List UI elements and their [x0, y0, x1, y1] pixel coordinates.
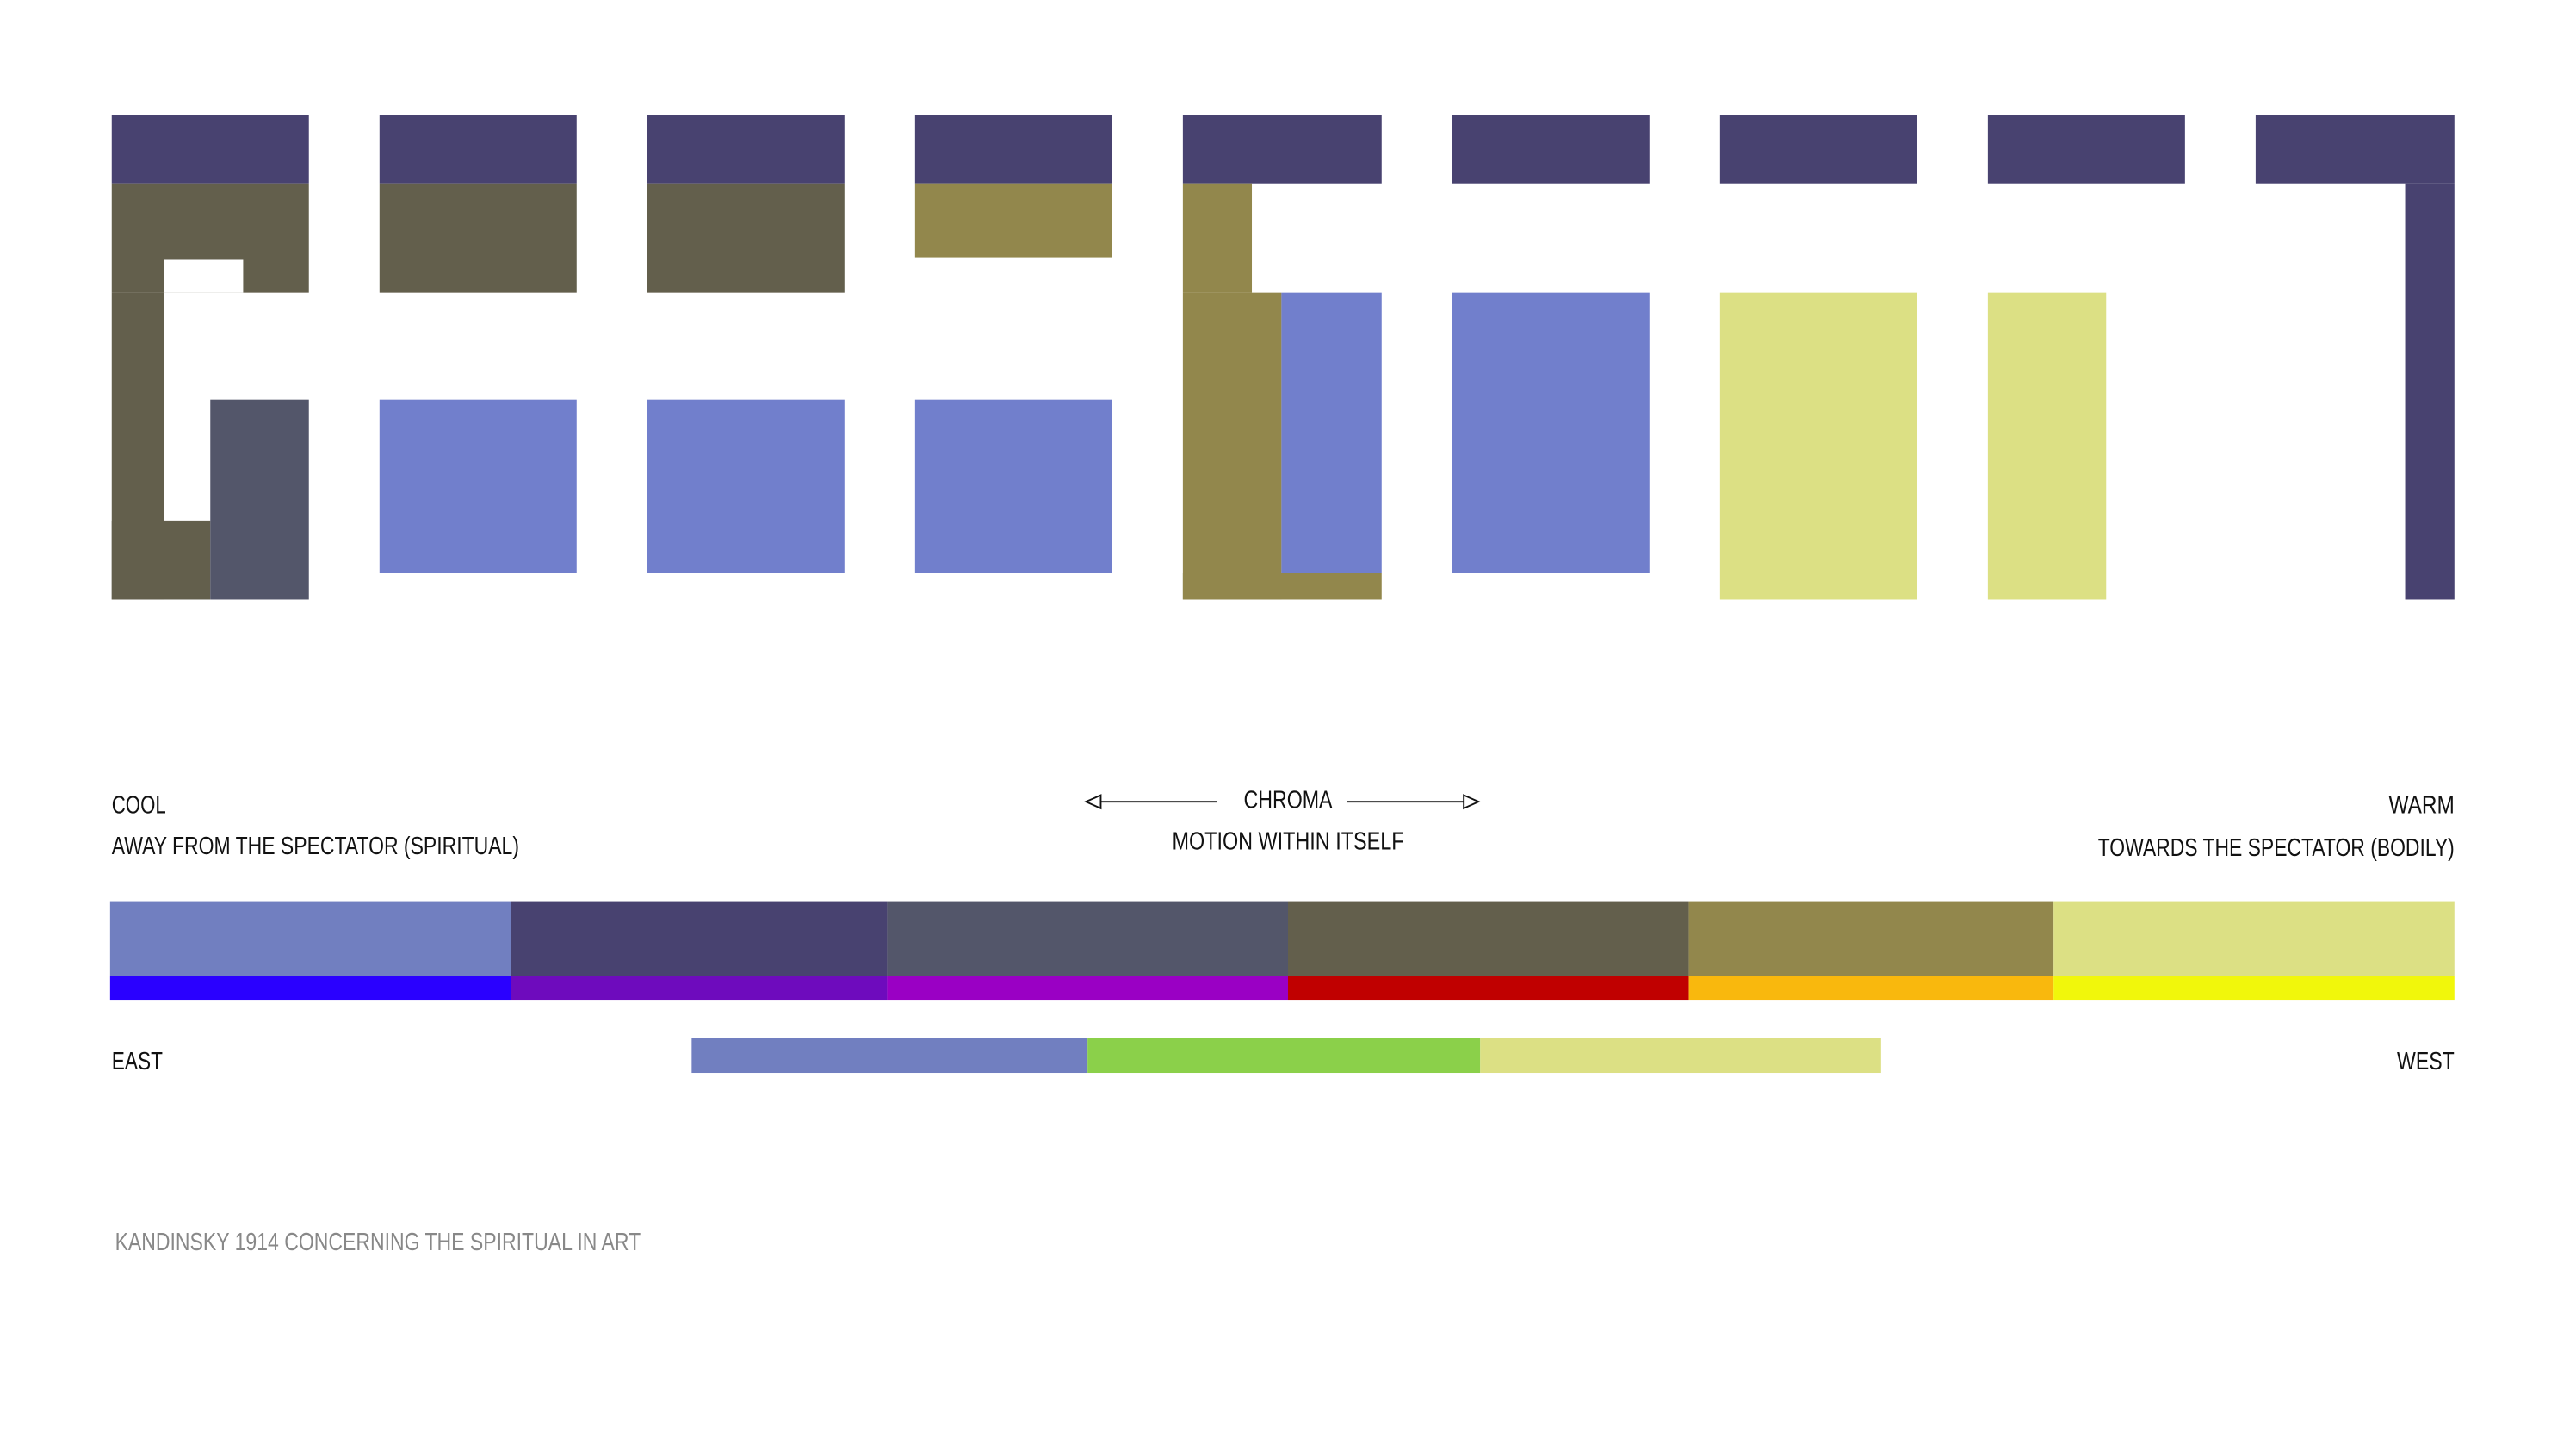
- label: COOL: [112, 791, 166, 819]
- block: [1452, 115, 1650, 184]
- block: [647, 115, 845, 184]
- label: TOWARDS THE SPECTATOR (BODILY): [2098, 834, 2455, 862]
- swatch: [887, 901, 1288, 976]
- label: MOTION WITHIN ITSELF: [1172, 827, 1403, 855]
- caption: KANDINSKY 1914 CONCERNING THE SPIRITUAL …: [115, 1229, 641, 1256]
- swatch: [109, 976, 511, 1001]
- label: EAST: [112, 1048, 163, 1075]
- swatch: [2053, 901, 2455, 976]
- swatch: [1688, 901, 2054, 976]
- block: [379, 399, 577, 573]
- swatch: [511, 901, 888, 976]
- swatch: [691, 1038, 1088, 1074]
- block: [1987, 115, 2185, 184]
- block: [1182, 115, 1382, 184]
- block: [379, 115, 577, 184]
- block: [111, 115, 309, 184]
- swatch: [1087, 1038, 1481, 1074]
- block: [1719, 115, 1917, 184]
- block: [1182, 183, 1253, 293]
- east-west-scale: [691, 1038, 1881, 1074]
- label: WEST: [2397, 1048, 2455, 1075]
- block: [1452, 292, 1650, 573]
- block: [210, 399, 309, 600]
- letter-shapes: [111, 115, 2455, 600]
- color-scale: [109, 901, 2455, 1001]
- label: WARM: [2388, 791, 2454, 819]
- swatch: [1688, 976, 2054, 1001]
- block: [647, 183, 845, 293]
- block: [914, 399, 1112, 573]
- block: [2405, 183, 2455, 600]
- block: [379, 183, 577, 293]
- swatch: [1480, 1038, 1881, 1074]
- block: [914, 115, 1112, 184]
- block: [164, 259, 244, 293]
- label: CHROMA: [1243, 787, 1333, 815]
- swatch: [887, 976, 1288, 1001]
- block: [914, 183, 1112, 258]
- arrow-head: [1463, 794, 1481, 810]
- swatch: [2053, 976, 2455, 1001]
- block: [1182, 573, 1382, 600]
- block: [1987, 292, 2107, 600]
- swatch: [1288, 901, 1689, 976]
- arrow-head: [1083, 794, 1102, 810]
- block: [111, 520, 211, 600]
- block: [1281, 292, 1382, 573]
- swatch: [109, 901, 511, 976]
- block: [647, 399, 845, 573]
- block: [1182, 292, 1282, 600]
- label: AWAY FROM THE SPECTATOR (SPIRITUAL): [112, 833, 519, 860]
- block: [1719, 292, 1917, 600]
- arrows: [1083, 794, 1481, 810]
- swatch: [1288, 976, 1689, 1001]
- swatch: [511, 976, 888, 1001]
- block: [2255, 115, 2455, 184]
